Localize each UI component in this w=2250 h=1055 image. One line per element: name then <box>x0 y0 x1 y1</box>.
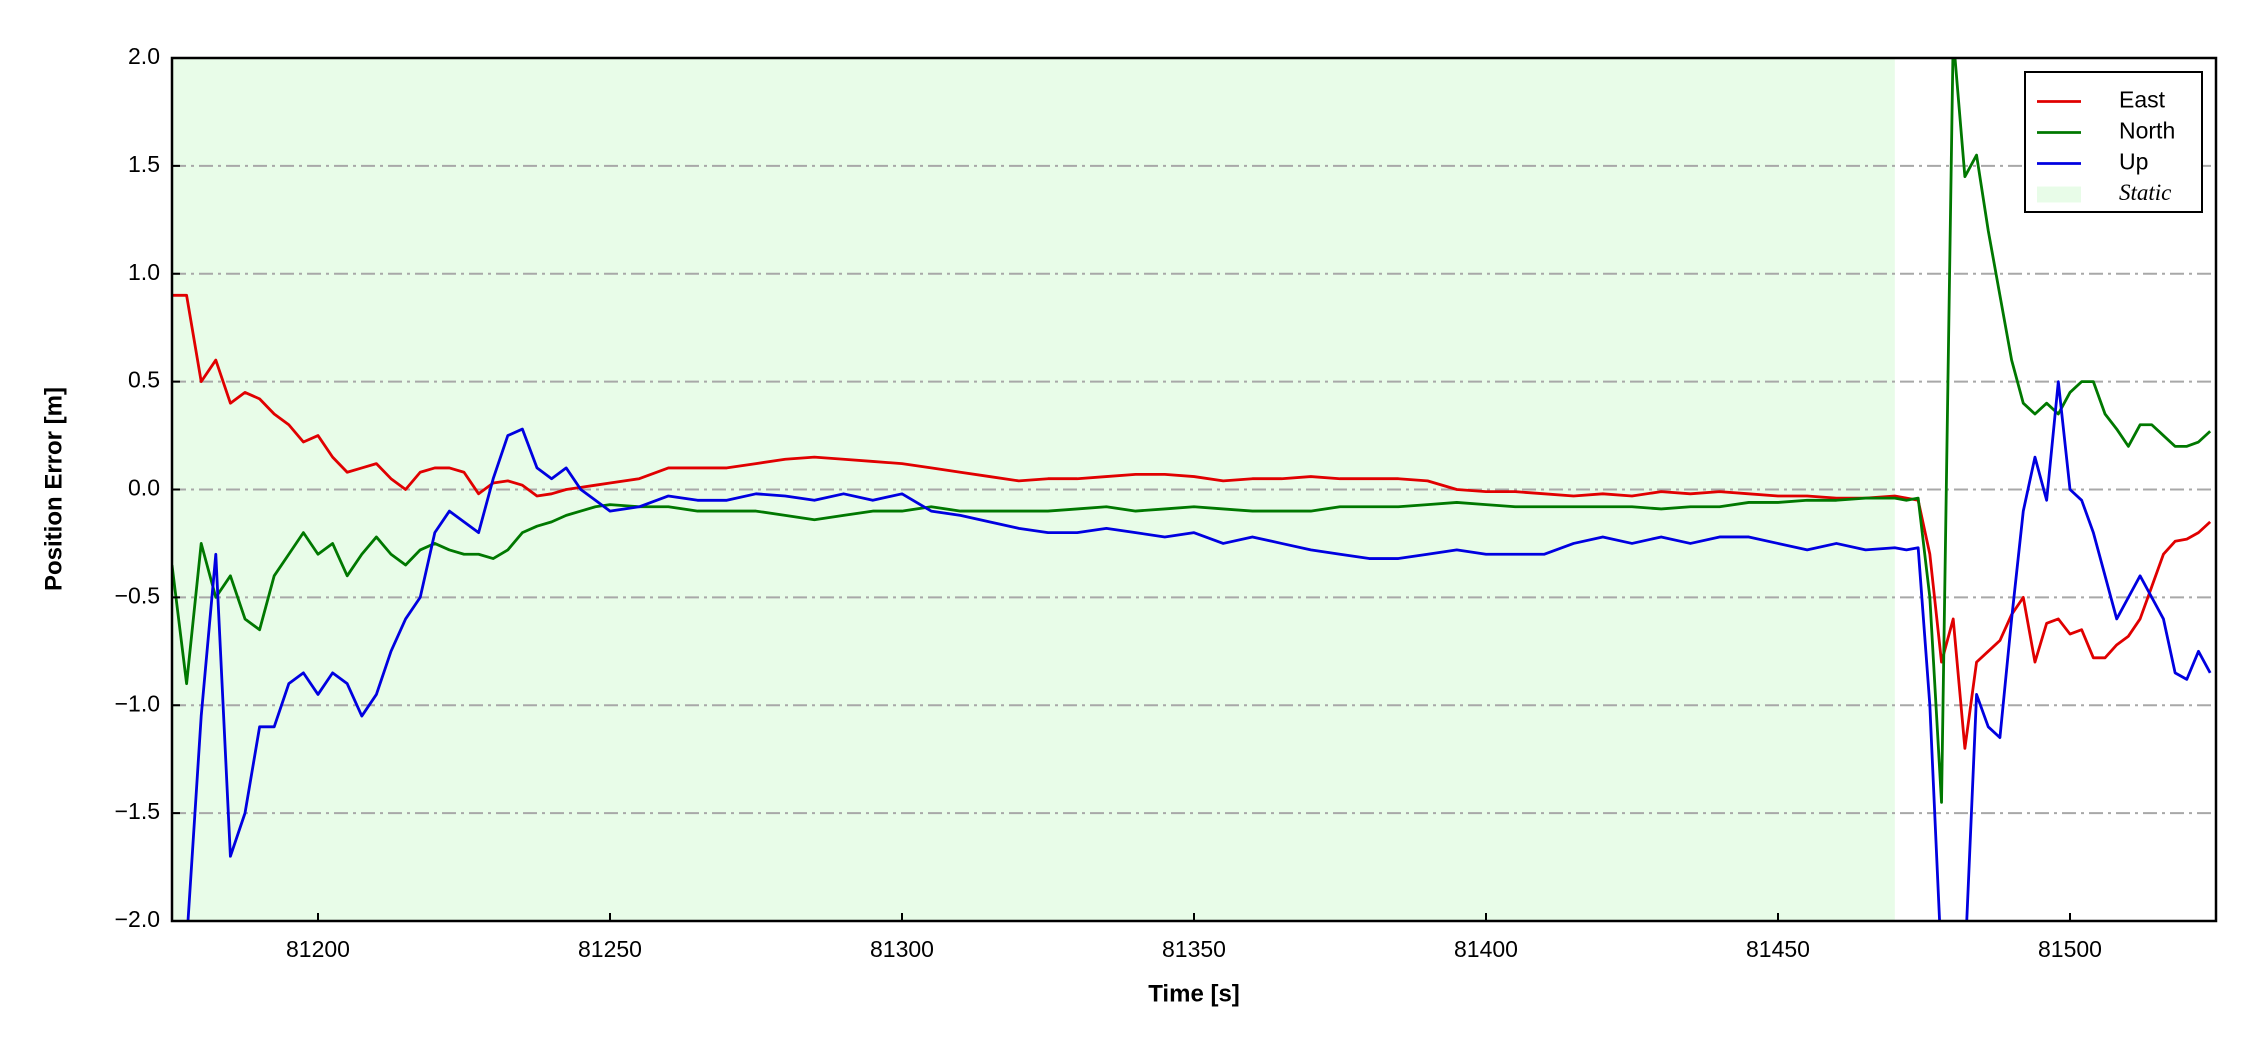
series-line <box>186 380 2212 921</box>
legend-swatch <box>2037 186 2081 203</box>
x-tick-label: 81350 <box>1162 936 1226 962</box>
lines-layer <box>172 58 2212 921</box>
background-layer <box>172 58 2216 921</box>
x-tick-label: 81500 <box>2038 936 2102 962</box>
y-tick-label: −0.5 <box>115 582 160 608</box>
x-tick-label: 81400 <box>1454 936 1518 962</box>
y-tick-label: 1.0 <box>128 259 160 285</box>
y-tick-label: 0.0 <box>128 475 160 501</box>
y-tick-label: 1.5 <box>128 151 160 177</box>
y-axis-label: Position Error [m] <box>40 387 67 591</box>
x-tick-label: 81250 <box>578 936 642 962</box>
legend-label: East <box>2119 87 2166 113</box>
x-tick-label: 81300 <box>870 936 934 962</box>
legend-label: North <box>2119 118 2175 144</box>
legend-label: Up <box>2119 149 2148 175</box>
series-line <box>172 58 2212 804</box>
y-tick-label: −2.0 <box>115 906 160 932</box>
x-tick-label: 81200 <box>286 936 350 962</box>
legend-label: Static <box>2119 180 2171 205</box>
foreground-layer: −2.0 −1.5 −1.0 −0.5 0.0 0.5 1.0 1.5 2.0 81200 8125… <box>115 43 2203 962</box>
y-tick-label: 0.5 <box>128 367 160 393</box>
x-tick-label: 81450 <box>1746 936 1810 962</box>
y-tick-label: −1.0 <box>115 690 160 716</box>
x-axis-label: Time [s] <box>1148 980 1240 1007</box>
y-tick-label: −1.5 <box>115 798 160 824</box>
y-tick-label: 2.0 <box>128 43 160 69</box>
